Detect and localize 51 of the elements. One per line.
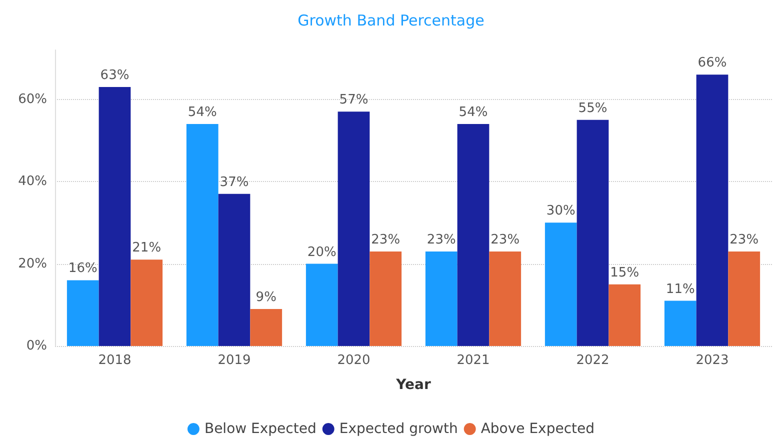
y-tick-label: 0%: [26, 338, 47, 354]
data-label: 21%: [132, 240, 162, 256]
bar: [544, 222, 577, 346]
bar: [664, 300, 696, 346]
legend-label: Below Expected: [204, 421, 316, 437]
data-label: 63%: [100, 68, 130, 83]
data-label: 20%: [307, 244, 336, 260]
data-label: 11%: [666, 282, 695, 297]
chart-title: Growth Band Percentage: [298, 12, 484, 30]
bar: [608, 284, 641, 346]
data-label: 23%: [730, 232, 759, 248]
x-axis-title: Year: [395, 377, 431, 393]
data-label: 30%: [546, 204, 576, 219]
bar: [338, 112, 370, 346]
bar: [489, 251, 522, 346]
x-tick-label: 2023: [696, 353, 729, 368]
bar: [425, 251, 458, 346]
data-label: 37%: [220, 174, 249, 190]
y-tick-label: 60%: [18, 92, 47, 107]
bar: [370, 251, 402, 346]
bar: [130, 260, 163, 346]
data-label: 57%: [339, 92, 368, 108]
bar: [98, 87, 131, 346]
bar: [186, 124, 218, 346]
y-tick-label: 20%: [18, 256, 47, 272]
y-tick-label: 40%: [18, 174, 47, 190]
data-label: 23%: [426, 232, 456, 248]
data-label: 54%: [458, 105, 488, 120]
legend-label: Above Expected: [480, 421, 595, 437]
x-tick-label: 2021: [456, 353, 490, 368]
data-label: 23%: [371, 232, 400, 248]
bar: [66, 280, 99, 346]
data-label: 15%: [610, 265, 640, 280]
bar: [306, 264, 338, 346]
x-tick-label: 2020: [337, 353, 370, 368]
data-label: 16%: [68, 261, 98, 276]
data-label: 66%: [698, 56, 727, 71]
bar: [576, 120, 609, 346]
data-label: 9%: [256, 290, 276, 305]
bar: [457, 124, 490, 346]
bar: [728, 251, 760, 346]
bar: [218, 194, 250, 346]
x-tick-label: 2018: [98, 353, 132, 368]
x-tick-label: 2022: [576, 353, 610, 368]
data-label: 54%: [188, 105, 217, 120]
data-label: 23%: [490, 232, 520, 248]
data-label: 55%: [578, 100, 608, 116]
bar: [696, 74, 728, 346]
bar: [250, 309, 282, 346]
x-tick-label: 2019: [218, 353, 251, 368]
legend-label: Expected growth: [339, 421, 458, 437]
